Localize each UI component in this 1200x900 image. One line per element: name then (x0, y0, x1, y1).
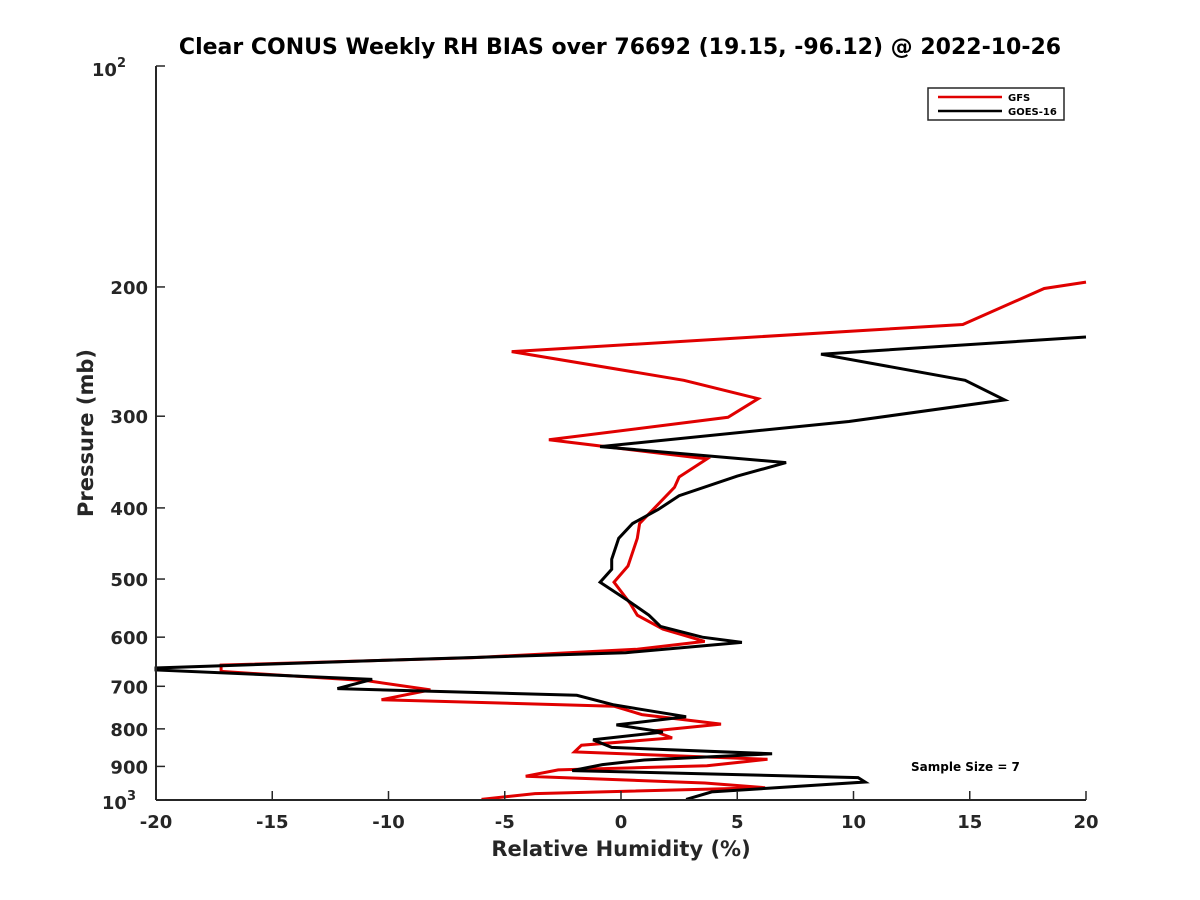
x-tick-label: 10 (841, 812, 866, 833)
y-tick-label: 300 (110, 407, 148, 428)
y-tick-label: 900 (110, 757, 148, 778)
y-tick-label: 500 (110, 570, 148, 591)
x-ticks: -20 -15 -10 -5 0 5 10 15 20 (140, 791, 1099, 833)
y-tick-label: 800 (110, 720, 148, 741)
x-tick-label: 15 (957, 812, 982, 833)
y-axis-label: Pressure (mb) (74, 349, 98, 517)
y-tick-label-top: 102 (92, 56, 126, 81)
x-tick-label: -10 (372, 812, 405, 833)
x-tick-label: 20 (1073, 812, 1098, 833)
sample-size-annotation: Sample Size = 7 (911, 760, 1020, 774)
y-tick-label: 600 (110, 628, 148, 649)
x-tick-label: -5 (495, 812, 515, 833)
x-tick-label: 0 (615, 812, 628, 833)
legend: GFS GOES-16 (927, 87, 1065, 121)
series-layer (154, 280, 1087, 801)
y-bottom-exp: 3 (127, 789, 136, 804)
series-line-goes16 (154, 335, 1087, 801)
y-top-exp: 2 (117, 56, 126, 71)
legend-label-gfs: GFS (1008, 93, 1030, 104)
y-top-base: 10 (92, 60, 117, 81)
y-tick-label: 700 (110, 677, 148, 698)
x-tick-label: 5 (731, 812, 744, 833)
y-tick-label: 200 (110, 278, 148, 299)
y-bottom-base: 10 (102, 793, 127, 814)
chart-title: Clear CONUS Weekly RH BIAS over 76692 (1… (179, 35, 1061, 60)
y-tick-label: 400 (110, 499, 148, 520)
legend-label-goes16: GOES-16 (1008, 107, 1057, 118)
y-tick-label-bottom: 103 (102, 789, 136, 814)
x-tick-label: -20 (140, 812, 173, 833)
x-axis-label: Relative Humidity (%) (491, 837, 750, 861)
y-ticks: 200 300 400 500 600 700 800 900 (110, 65, 165, 801)
x-tick-label: -15 (256, 812, 289, 833)
legend-box (927, 87, 1065, 121)
